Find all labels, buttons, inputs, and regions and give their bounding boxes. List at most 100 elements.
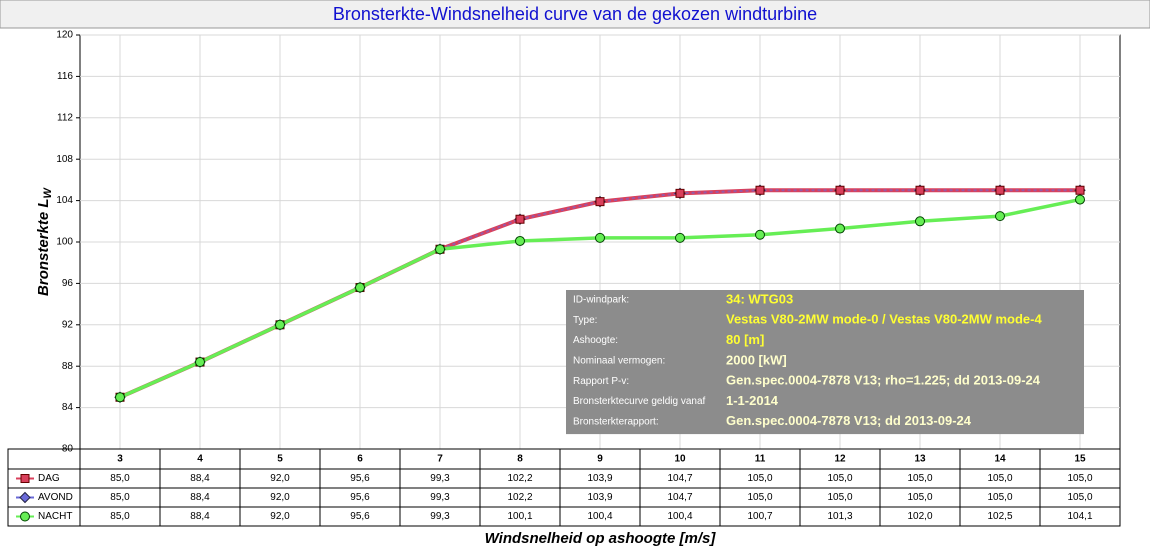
x-tick-label: 4 <box>197 454 203 465</box>
y-label-sub: W <box>42 186 54 198</box>
value-label: 104,7 <box>667 492 692 503</box>
y-tick-label: 116 <box>57 71 73 82</box>
info-value: 80 [m] <box>726 332 764 347</box>
value-label: 85,0 <box>110 492 130 503</box>
info-value: 1-1-2014 <box>726 393 779 408</box>
marker <box>115 392 125 403</box>
x-tick-label: 5 <box>277 454 283 465</box>
marker <box>995 185 1005 195</box>
value-label: 99,3 <box>430 511 450 522</box>
info-box <box>566 290 1084 435</box>
info-label: ID-windpark: <box>573 295 629 306</box>
marker <box>355 282 365 293</box>
y-tick-label: 88 <box>62 361 74 372</box>
y-tick-label: 100 <box>56 237 73 248</box>
marker <box>915 185 925 195</box>
marker <box>1075 185 1085 195</box>
value-label: 92,0 <box>270 473 290 484</box>
marker <box>20 474 30 483</box>
y-tick-label: 112 <box>57 112 73 123</box>
x-tick-label: 9 <box>597 454 603 465</box>
value-label: 85,0 <box>110 473 130 484</box>
value-label: 95,6 <box>350 473 370 484</box>
marker <box>675 188 685 198</box>
info-label: Bronsterkterapport: <box>573 416 659 427</box>
value-label: 85,0 <box>110 511 130 522</box>
y-tick-label: 92 <box>62 319 74 330</box>
value-label: 104,7 <box>667 473 692 484</box>
value-label: 100,4 <box>587 511 612 522</box>
value-label: 104,1 <box>1067 511 1092 522</box>
x-tick-label: 12 <box>834 454 846 465</box>
value-label: 102,2 <box>507 492 532 503</box>
x-tick-label: 6 <box>357 454 363 465</box>
value-label: 105,0 <box>907 492 932 503</box>
value-label: 92,0 <box>270 511 290 522</box>
value-label: 105,0 <box>747 473 772 484</box>
value-label: 101,3 <box>827 511 852 522</box>
marker <box>515 214 525 224</box>
value-label: 103,9 <box>587 473 612 484</box>
value-label: 105,0 <box>827 492 852 503</box>
marker <box>19 491 31 504</box>
y-label-main: Bronsterkte L <box>35 198 52 296</box>
value-label: 102,0 <box>907 511 932 522</box>
marker <box>755 185 765 195</box>
marker <box>835 185 845 195</box>
marker <box>595 232 605 243</box>
value-label: 102,5 <box>987 511 1012 522</box>
value-label: 95,6 <box>350 492 370 503</box>
x-tick-label: 8 <box>517 454 523 465</box>
marker <box>995 211 1005 222</box>
value-label: 88,4 <box>190 492 210 503</box>
x-axis-label: Windsnelheid op ashoogte [m/s] <box>485 530 717 547</box>
value-label: 100,1 <box>507 511 532 522</box>
y-tick-label: 104 <box>56 195 73 206</box>
x-tick-label: 10 <box>674 454 686 465</box>
x-tick-label: 15 <box>1074 454 1086 465</box>
value-label: 105,0 <box>747 492 772 503</box>
marker <box>915 216 925 227</box>
info-value: Vestas V80-2MW mode-0 / Vestas V80-2MW m… <box>726 312 1042 327</box>
x-tick-label: 13 <box>914 454 926 465</box>
x-tick-label: 3 <box>117 454 123 465</box>
value-label: 100,4 <box>667 511 692 522</box>
x-tick-label: 7 <box>437 454 443 465</box>
info-label: Ashoogte: <box>573 335 618 346</box>
x-tick-label: 11 <box>755 454 766 465</box>
marker <box>20 511 30 522</box>
marker <box>515 235 525 246</box>
info-label: Rapport P-v: <box>573 376 629 387</box>
value-label: 105,0 <box>907 473 932 484</box>
y-tick-label: 96 <box>62 278 74 289</box>
info-label: Type: <box>573 315 597 326</box>
marker <box>275 319 285 330</box>
marker <box>835 223 845 234</box>
y-tick-label: 84 <box>62 402 74 413</box>
info-value: 2000 [kW] <box>726 352 787 367</box>
marker <box>595 197 605 207</box>
marker <box>1075 194 1085 205</box>
info-value: 34: WTG03 <box>726 291 793 306</box>
value-label: 105,0 <box>987 492 1012 503</box>
value-label: 105,0 <box>1067 473 1092 484</box>
info-value: Gen.spec.0004-7878 V13; dd 2013-09-24 <box>726 413 972 428</box>
marker <box>675 232 685 243</box>
info-label: Bronsterktecurve geldig vanaf <box>573 396 706 407</box>
legend-label: DAG <box>38 473 60 484</box>
marker <box>195 357 205 368</box>
legend-label: NACHT <box>38 511 72 522</box>
value-label: 92,0 <box>270 492 290 503</box>
chart-title: Bronsterkte-Windsnelheid curve van de ge… <box>333 4 817 24</box>
marker <box>435 244 445 255</box>
value-label: 88,4 <box>190 511 210 522</box>
value-label: 99,3 <box>430 492 450 503</box>
y-axis-label: Bronsterkte LW <box>35 186 54 296</box>
value-label: 88,4 <box>190 473 210 484</box>
value-label: 99,3 <box>430 473 450 484</box>
value-label: 105,0 <box>1067 492 1092 503</box>
info-value: Gen.spec.0004-7878 V13; rho=1.225; dd 20… <box>726 373 1041 388</box>
value-label: 100,7 <box>747 511 772 522</box>
value-label: 102,2 <box>507 473 532 484</box>
